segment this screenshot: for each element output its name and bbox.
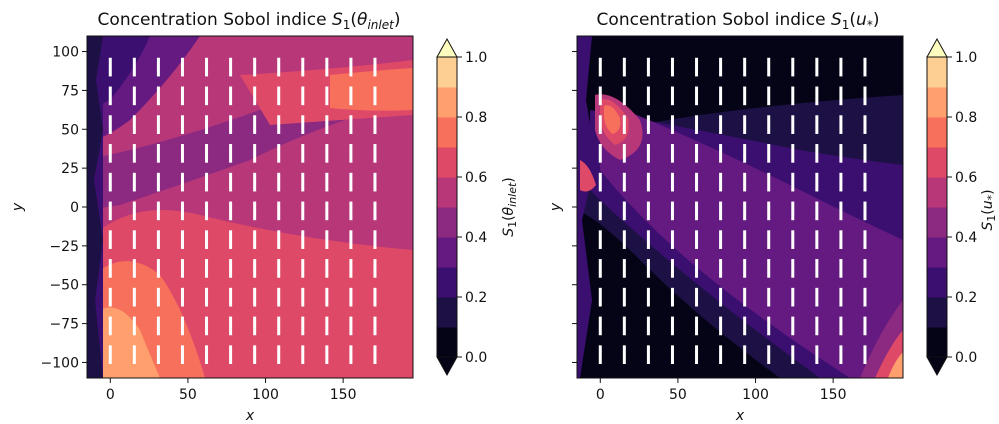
field-hotspot-core	[604, 105, 621, 134]
y-tick-label: 50	[61, 122, 79, 138]
colorbar-level	[437, 117, 457, 148]
chart-left-title: Concentration Sobol indice S1(θinlet)	[98, 10, 401, 32]
colorbar-level	[437, 267, 457, 298]
x-ticks-left: 0 50 100 150	[106, 378, 357, 403]
colorbar-level	[927, 327, 947, 358]
obstacles-left	[108, 57, 377, 365]
colorbar-extend-max	[436, 37, 458, 58]
colorbar-tick-label: 0.4	[955, 230, 977, 246]
colorbar-level	[927, 177, 947, 208]
y-ticks-left: 100 75 50 25 0 −25 −50 −75 −100	[41, 45, 87, 371]
colorbar-level	[437, 57, 457, 88]
colorbar-tick-label: 0.8	[465, 110, 487, 126]
y-tick-label: 75	[61, 83, 79, 99]
colorbar-level	[437, 87, 457, 118]
colorbar-tick-label: 0.8	[955, 110, 977, 126]
colorbar-level	[437, 147, 457, 178]
colorbar-frame	[926, 56, 948, 358]
field-band-6	[888, 352, 903, 378]
y-tick-label: 100	[52, 45, 79, 61]
colorbar-right: 0.0 0.2 0.4 0.6 0.8 1.0	[926, 37, 977, 377]
colorbar-level	[437, 207, 457, 238]
colorbar-tick-label: 0.0	[955, 350, 977, 366]
field-plume-hot	[100, 307, 160, 378]
chart-right: Concentration Sobol indice S1(u*) 0 50 100…	[548, 10, 998, 424]
colorbar-frame	[436, 56, 458, 358]
colorbar-level	[927, 267, 947, 298]
colorbar-tick-label: 1.0	[465, 50, 487, 66]
x-ticks-right: 0 50 100 150	[596, 378, 847, 403]
colorbar-left-label: S1(θinlet)	[501, 177, 519, 237]
colorbar-right-label: S1(u*)	[980, 189, 998, 230]
chart-left-field	[87, 36, 413, 378]
colorbar-extend-min	[926, 356, 948, 377]
colorbar-tick-label: 0.2	[465, 290, 487, 306]
colorbar-extend-min	[436, 356, 458, 377]
y-tick-label: 0	[70, 200, 79, 216]
field-edge-spot	[580, 160, 596, 192]
y-tick-label: 25	[61, 161, 79, 177]
x-axis-label-right: x	[735, 408, 745, 424]
chart-right-field	[577, 36, 903, 378]
x-axis-label-left: x	[245, 408, 255, 424]
field-edge	[577, 36, 596, 378]
colorbar-level	[927, 297, 947, 328]
x-tick-label: 0	[596, 387, 605, 403]
y-tick-label: −100	[41, 355, 79, 371]
field-edge-dark	[87, 36, 103, 378]
x-tick-label: 50	[669, 387, 687, 403]
field-band-lighter-top	[330, 68, 413, 111]
chart-right-title: Concentration Sobol indice S1(u*)	[597, 10, 880, 32]
colorbar-level	[437, 237, 457, 268]
colorbar-level	[927, 147, 947, 178]
y-axis-label-left: y	[10, 202, 26, 212]
colorbar-tick-label: 0.0	[465, 350, 487, 366]
colorbar-level	[927, 87, 947, 118]
colorbar-level	[437, 297, 457, 328]
y-axis-label-right: y	[548, 202, 564, 212]
colorbar-tick-label: 0.6	[955, 170, 977, 186]
colorbar-tick-label: 0.2	[955, 290, 977, 306]
x-tick-label: 150	[820, 387, 847, 403]
x-tick-label: 150	[330, 387, 357, 403]
colorbar-level	[927, 207, 947, 238]
colorbar-level	[927, 117, 947, 148]
field-band-3	[600, 100, 903, 378]
x-tick-label: 50	[179, 387, 197, 403]
x-tick-label: 100	[742, 387, 769, 403]
chart-left: Concentration Sobol indice S1(θinlet) 0 5…	[10, 10, 519, 424]
colorbar-level	[927, 237, 947, 268]
colorbar-level	[437, 177, 457, 208]
y-tick-label: −75	[49, 317, 79, 333]
y-ticks-right	[572, 51, 577, 363]
x-tick-label: 0	[106, 387, 115, 403]
colorbar-left: 0.0 0.2 0.4 0.6 0.8 1.0	[436, 37, 487, 377]
obstacles-right	[598, 57, 867, 365]
colorbar-level	[437, 327, 457, 358]
colorbar-tick-label: 0.4	[465, 230, 487, 246]
colorbar-tick-label: 1.0	[955, 50, 977, 66]
field-region-darker-top	[100, 36, 150, 105]
colorbar-extend-max	[926, 37, 948, 58]
x-tick-label: 100	[252, 387, 279, 403]
colorbar-level	[927, 57, 947, 88]
y-tick-label: −50	[49, 278, 79, 294]
y-tick-label: −25	[49, 239, 79, 255]
colorbar-tick-label: 0.6	[465, 170, 487, 186]
